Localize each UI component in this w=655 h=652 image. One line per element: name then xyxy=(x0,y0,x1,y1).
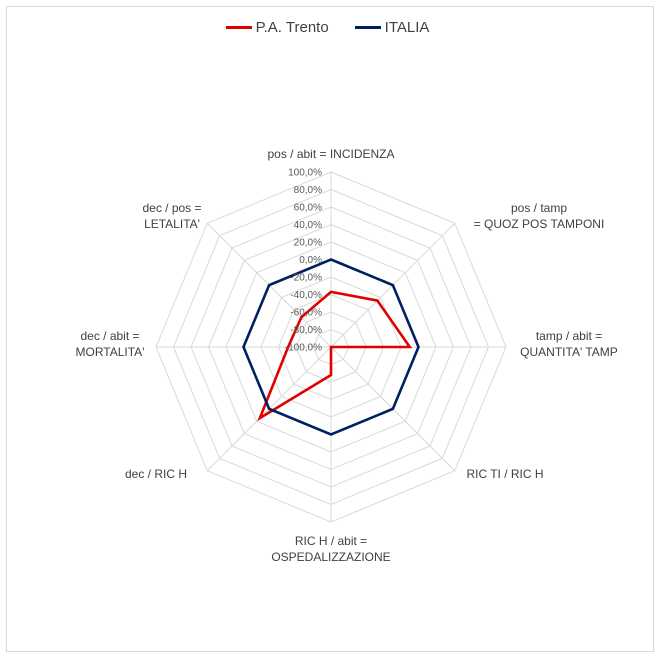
tick-label: -40,0% xyxy=(290,290,322,301)
chart-frame xyxy=(6,6,654,652)
axis-label: = QUOZ POS TAMPONI xyxy=(474,217,605,231)
axis-label: OSPEDALIZZAZIONE xyxy=(271,550,390,564)
legend-swatch-italia xyxy=(354,26,381,29)
legend: P.A. Trento ITALIA xyxy=(0,19,655,36)
legend-item-trento: P.A. Trento xyxy=(225,19,329,36)
tick-label: 40,0% xyxy=(294,220,322,231)
axis-label: QUANTITA' TAMP xyxy=(520,345,618,359)
tick-label: -100,0% xyxy=(285,343,322,354)
axis-label: dec / abit = xyxy=(80,329,139,343)
axis-label: RIC TI / RIC H xyxy=(466,467,543,481)
legend-label-trento: P.A. Trento xyxy=(255,19,329,36)
tick-label: -60,0% xyxy=(290,308,322,319)
axis-label: RIC H / abit = xyxy=(295,534,367,548)
legend-label-italia: ITALIA xyxy=(384,19,430,36)
axis-label: tamp / abit = xyxy=(536,329,602,343)
axis-label: dec / pos = xyxy=(142,201,201,215)
series-line-italia xyxy=(242,258,420,436)
legend-swatch-trento xyxy=(225,26,252,29)
axis-label: MORTALITA' xyxy=(76,345,145,359)
axis-label: LETALITA' xyxy=(144,217,200,231)
axis-label: pos / abit = INCIDENZA xyxy=(267,147,394,161)
tick-label: 20,0% xyxy=(294,238,322,249)
tick-label: 60,0% xyxy=(294,203,322,214)
series-line-trento xyxy=(257,290,413,422)
axis-label: dec / RIC H xyxy=(125,467,187,481)
tick-label: -80,0% xyxy=(290,325,322,336)
legend-item-italia: ITALIA xyxy=(354,19,430,36)
axis-label: pos / tamp xyxy=(511,201,567,215)
tick-label: 100,0% xyxy=(288,168,322,179)
tick-label: 0,0% xyxy=(299,255,322,266)
tick-label: -20,0% xyxy=(290,273,322,284)
tick-label: 80,0% xyxy=(294,185,322,196)
